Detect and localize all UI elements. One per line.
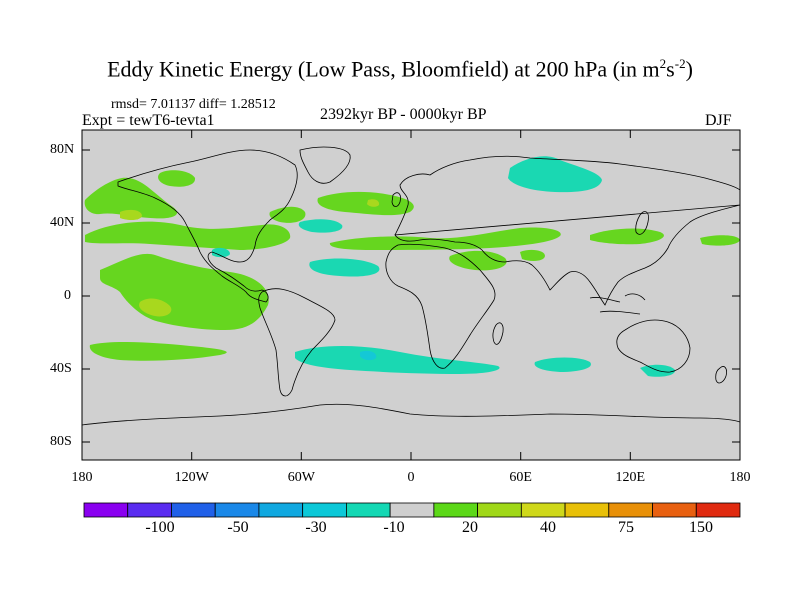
lat-label-40s: 40S bbox=[50, 361, 72, 376]
colorbar-swatch bbox=[258, 502, 304, 518]
colorbar-label: 75 bbox=[618, 519, 634, 536]
colorbar-swatch bbox=[171, 502, 216, 518]
lon-label-60w: 60W bbox=[287, 470, 315, 485]
colorbar-label: 20 bbox=[462, 519, 478, 536]
colorbar-label: -30 bbox=[305, 519, 327, 536]
lat-label-80s: 80S bbox=[50, 434, 72, 449]
north-pacific-small-positive-region bbox=[158, 170, 196, 187]
colorbar-swatch bbox=[83, 502, 129, 518]
eurasia-coast bbox=[394, 155, 740, 306]
indonesia-coast bbox=[589, 293, 646, 315]
asia-positive-patch-region bbox=[520, 249, 545, 261]
africa-negative-region bbox=[309, 258, 380, 277]
atlantic-europe-positive-region bbox=[317, 191, 414, 216]
colorbar-swatch bbox=[695, 502, 741, 518]
pacific-subtropical-positive-region bbox=[85, 221, 291, 250]
mediterranean-asia-positive-region bbox=[329, 227, 561, 250]
colorbar-swatch bbox=[214, 502, 260, 518]
colorbar-swatch bbox=[652, 502, 697, 518]
atlantic-negative-region bbox=[298, 219, 343, 233]
colorbar-swatch bbox=[564, 502, 610, 518]
experiment-label: Expt = tewT6-tevta1 bbox=[82, 112, 215, 129]
new-zealand-coast bbox=[715, 366, 727, 384]
indian-ocean-negative-region bbox=[534, 357, 591, 372]
uk-coast bbox=[391, 192, 401, 207]
colorbar-label: 40 bbox=[540, 519, 556, 536]
south-atlantic-strong-negative-core bbox=[360, 350, 377, 361]
colorbar-label: -50 bbox=[227, 519, 249, 536]
colorbar-swatch bbox=[477, 502, 522, 518]
lon-label-120w: 120W bbox=[174, 470, 209, 485]
map-title: Eddy Kinetic Energy (Low Pass, Bloomfiel… bbox=[0, 56, 800, 82]
title-text: Eddy Kinetic Energy (Low Pass, Bloomfiel… bbox=[107, 56, 660, 82]
pacific-tropical-strong-core bbox=[139, 298, 172, 317]
colorbar-label: 150 bbox=[689, 519, 713, 536]
colorbar-swatch bbox=[345, 502, 391, 518]
season-label: DJF bbox=[705, 112, 732, 129]
middle-east-positive-region bbox=[449, 250, 507, 271]
lon-label-0: 0 bbox=[407, 470, 415, 485]
north-pacific-positive-region bbox=[84, 177, 178, 219]
atlantic-strong-core bbox=[367, 199, 380, 207]
greenland-coast bbox=[299, 146, 351, 184]
east-asia-positive-region bbox=[590, 228, 664, 245]
africa-coast bbox=[385, 243, 496, 369]
antarctica-coast bbox=[82, 403, 740, 426]
west-pacific-positive-region bbox=[700, 235, 740, 246]
lon-label-60e: 60E bbox=[509, 470, 532, 485]
north-america-coast bbox=[117, 149, 298, 303]
colorbar-label: -100 bbox=[145, 519, 175, 536]
title-superscript-m: 2 bbox=[659, 56, 667, 71]
colorbar-swatch bbox=[433, 502, 478, 518]
colorbar-swatch bbox=[127, 502, 172, 518]
colorbar-swatch bbox=[389, 502, 435, 518]
coastlines bbox=[82, 146, 740, 426]
lat-label-0: 0 bbox=[64, 288, 71, 303]
south-pacific-positive-region bbox=[89, 342, 227, 361]
colorbar-label: -10 bbox=[383, 519, 405, 536]
title-superscript-s: -2 bbox=[674, 56, 686, 71]
lon-label-120e: 120E bbox=[615, 470, 646, 485]
title-close: ) bbox=[685, 56, 693, 82]
colorbar-swatch bbox=[520, 502, 566, 518]
period-label: 2392kyr BP - 0000kyr BP bbox=[320, 106, 487, 123]
madagascar-coast bbox=[492, 322, 504, 345]
north-atlantic-positive-region bbox=[269, 206, 306, 223]
lat-label-40n: 40N bbox=[50, 215, 75, 230]
lon-label-180w: 180 bbox=[71, 470, 93, 485]
colorbar-swatch bbox=[608, 502, 653, 518]
stats-text: rmsd= 7.01137 diff= 1.28512 bbox=[111, 97, 276, 112]
siberia-negative-region bbox=[508, 156, 602, 193]
colorbar-swatch bbox=[302, 502, 347, 518]
pacific-tropical-positive-region bbox=[100, 253, 269, 330]
title-s: s bbox=[666, 56, 675, 82]
gulf-negative-region bbox=[212, 247, 230, 258]
lon-label-180e: 180 bbox=[729, 470, 751, 485]
colorbar bbox=[83, 502, 741, 518]
axis-ticks bbox=[81, 130, 741, 460]
south-atlantic-negative-region bbox=[295, 346, 500, 374]
anomaly-layer bbox=[84, 156, 740, 377]
south-america-coast bbox=[258, 288, 336, 397]
lat-label-80n: 80N bbox=[50, 142, 75, 157]
pacific-subtropical-strong-core bbox=[120, 209, 142, 221]
australia-coast bbox=[616, 319, 691, 373]
japan-coast bbox=[635, 211, 649, 235]
